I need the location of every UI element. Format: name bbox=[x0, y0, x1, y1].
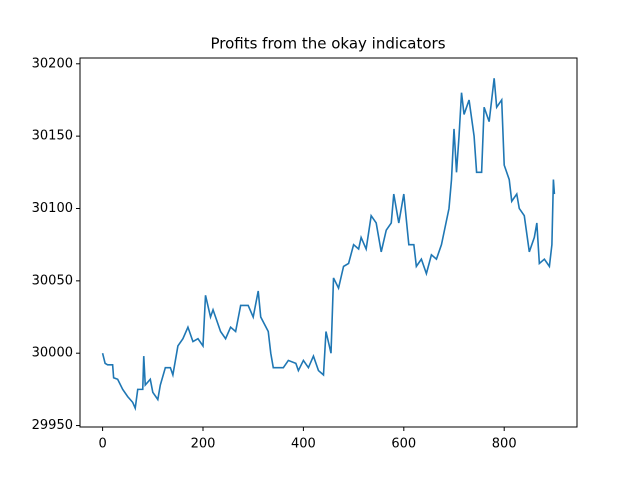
x-tick-label: 600 bbox=[391, 437, 416, 452]
x-tick-label: 800 bbox=[492, 437, 517, 452]
chart-title: Profits from the okay indicators bbox=[210, 35, 445, 53]
x-tick-label: 0 bbox=[98, 437, 106, 452]
y-tick-label: 30200 bbox=[32, 56, 73, 71]
y-tick-label: 29950 bbox=[32, 418, 73, 433]
y-tick-label: 30050 bbox=[32, 273, 73, 288]
y-tick-label: 30100 bbox=[32, 201, 73, 216]
x-tick-label: 400 bbox=[291, 437, 316, 452]
line-series bbox=[101, 78, 556, 412]
x-tick-label: 200 bbox=[191, 437, 216, 452]
plot-frame bbox=[79, 57, 578, 428]
y-tick-label: 30150 bbox=[32, 129, 73, 144]
y-tick-label: 30000 bbox=[32, 346, 73, 361]
